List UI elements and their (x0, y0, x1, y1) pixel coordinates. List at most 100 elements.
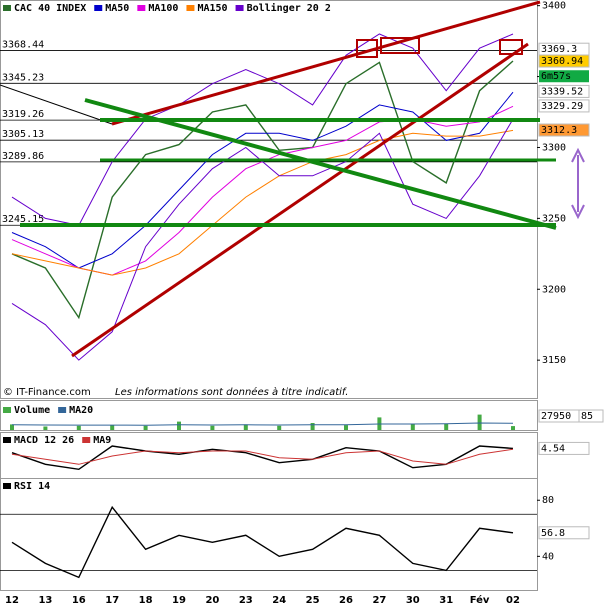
x-tick-label: 19 (172, 595, 186, 606)
legend-label: CAC 40 INDEX (14, 3, 86, 14)
timer: 6m57s (541, 71, 571, 82)
bar (277, 425, 282, 430)
legend-swatch (94, 5, 103, 11)
value-label: 3369.3 (541, 44, 577, 55)
bar (143, 425, 148, 430)
legend-swatch (82, 437, 91, 443)
legend-swatch (3, 5, 11, 11)
bar (410, 424, 415, 430)
bar (110, 425, 115, 430)
trend-line (71, 42, 529, 358)
legend-label: Bollinger 20 2 (247, 2, 331, 14)
series-line (11, 422, 514, 426)
bar (177, 421, 181, 430)
x-tick-label: 17 (105, 595, 119, 606)
price-line (11, 60, 514, 320)
x-tick-label: 13 (38, 595, 52, 606)
bar (243, 424, 248, 430)
x-tick-label: 25 (306, 595, 320, 606)
bar (10, 424, 14, 430)
y-tick-label: 3200 (542, 284, 566, 295)
price-line (11, 445, 514, 471)
value-box (538, 441, 590, 455)
y-tick-label: 3400 (542, 1, 566, 12)
value-label: 4.54 (541, 443, 565, 454)
price-line (11, 505, 514, 579)
legend-label: Volume (14, 405, 50, 416)
bollinger-lower (11, 118, 514, 361)
legend-label: MA50 (105, 3, 129, 14)
legend-swatch (186, 5, 195, 11)
bar (310, 423, 315, 430)
bar (344, 425, 348, 430)
bar (444, 423, 449, 430)
value-box (538, 99, 590, 113)
legend-swatch (3, 407, 11, 413)
series-line (11, 91, 514, 269)
legend-swatch (137, 5, 146, 11)
value-label: 3339.52 (541, 86, 583, 97)
bar (76, 425, 81, 430)
legend-label: MACD 12 26 (14, 435, 74, 446)
x-tick-label: 23 (239, 595, 253, 606)
value-label: 3329.29 (541, 101, 583, 112)
x-tick-label: 27 (372, 595, 386, 606)
trend-line (111, 0, 541, 126)
level-label: 3319.26 (2, 109, 44, 120)
value-label: 27950 (541, 411, 571, 422)
x-tick-label: 20 (205, 595, 219, 606)
highlight-box (499, 39, 523, 55)
bar (210, 425, 215, 430)
price-frame (0, 0, 538, 399)
legend-swatch (3, 437, 11, 443)
legend-label: RSI 14 (14, 481, 50, 492)
x-tick-label: 16 (72, 595, 86, 606)
level-label: 3345.23 (2, 72, 44, 83)
x-tick-label: 30 (406, 595, 420, 606)
x-tick-label: 31 (439, 595, 453, 606)
value-box (538, 123, 590, 137)
x-tick-label: 02 (506, 595, 520, 606)
bar (43, 426, 48, 430)
value-label: 85 (581, 411, 593, 422)
y-tick-label: 3300 (542, 142, 566, 153)
series-line (11, 129, 514, 276)
annotations (0, 0, 585, 358)
arrow-head (571, 147, 585, 220)
value-label: 3312.3 (541, 125, 577, 136)
highlight-box (380, 37, 420, 54)
note: Les informations sont données à titre in… (115, 386, 348, 398)
source: © IT-Finance.com (3, 387, 91, 398)
y-tick-label: 3150 (542, 355, 566, 366)
x-tick-label: 12 (5, 595, 19, 606)
level-label: 3368.44 (2, 39, 44, 50)
x-tick-label: 26 (339, 595, 353, 606)
value-label: 3360.94 (541, 56, 583, 67)
value-box (538, 526, 590, 540)
level-label: 3289.86 (2, 151, 44, 162)
volume-frame (0, 400, 538, 431)
value-box (538, 84, 590, 98)
highlight-box (356, 39, 378, 58)
legend-swatch (235, 5, 244, 11)
value-label: 56.8 (541, 528, 565, 539)
legend-label: MA9 (93, 435, 111, 446)
bar (477, 414, 482, 430)
timer-box (539, 70, 589, 83)
legend-label: MA100 (148, 3, 178, 14)
bollinger-upper (11, 33, 514, 226)
level-label: 3245.15 (2, 214, 44, 225)
value-box (578, 409, 604, 423)
legend-swatch (58, 407, 67, 413)
y-tick-label: 40 (542, 551, 554, 562)
legend-swatch (3, 483, 11, 489)
y-tick-label: 3250 (542, 213, 566, 224)
value-box (538, 54, 590, 68)
legend-label: MA20 (69, 405, 93, 416)
level-label: 3305.13 (2, 129, 44, 140)
legend-label: MA150 (197, 3, 227, 14)
rsi-frame (0, 478, 538, 591)
